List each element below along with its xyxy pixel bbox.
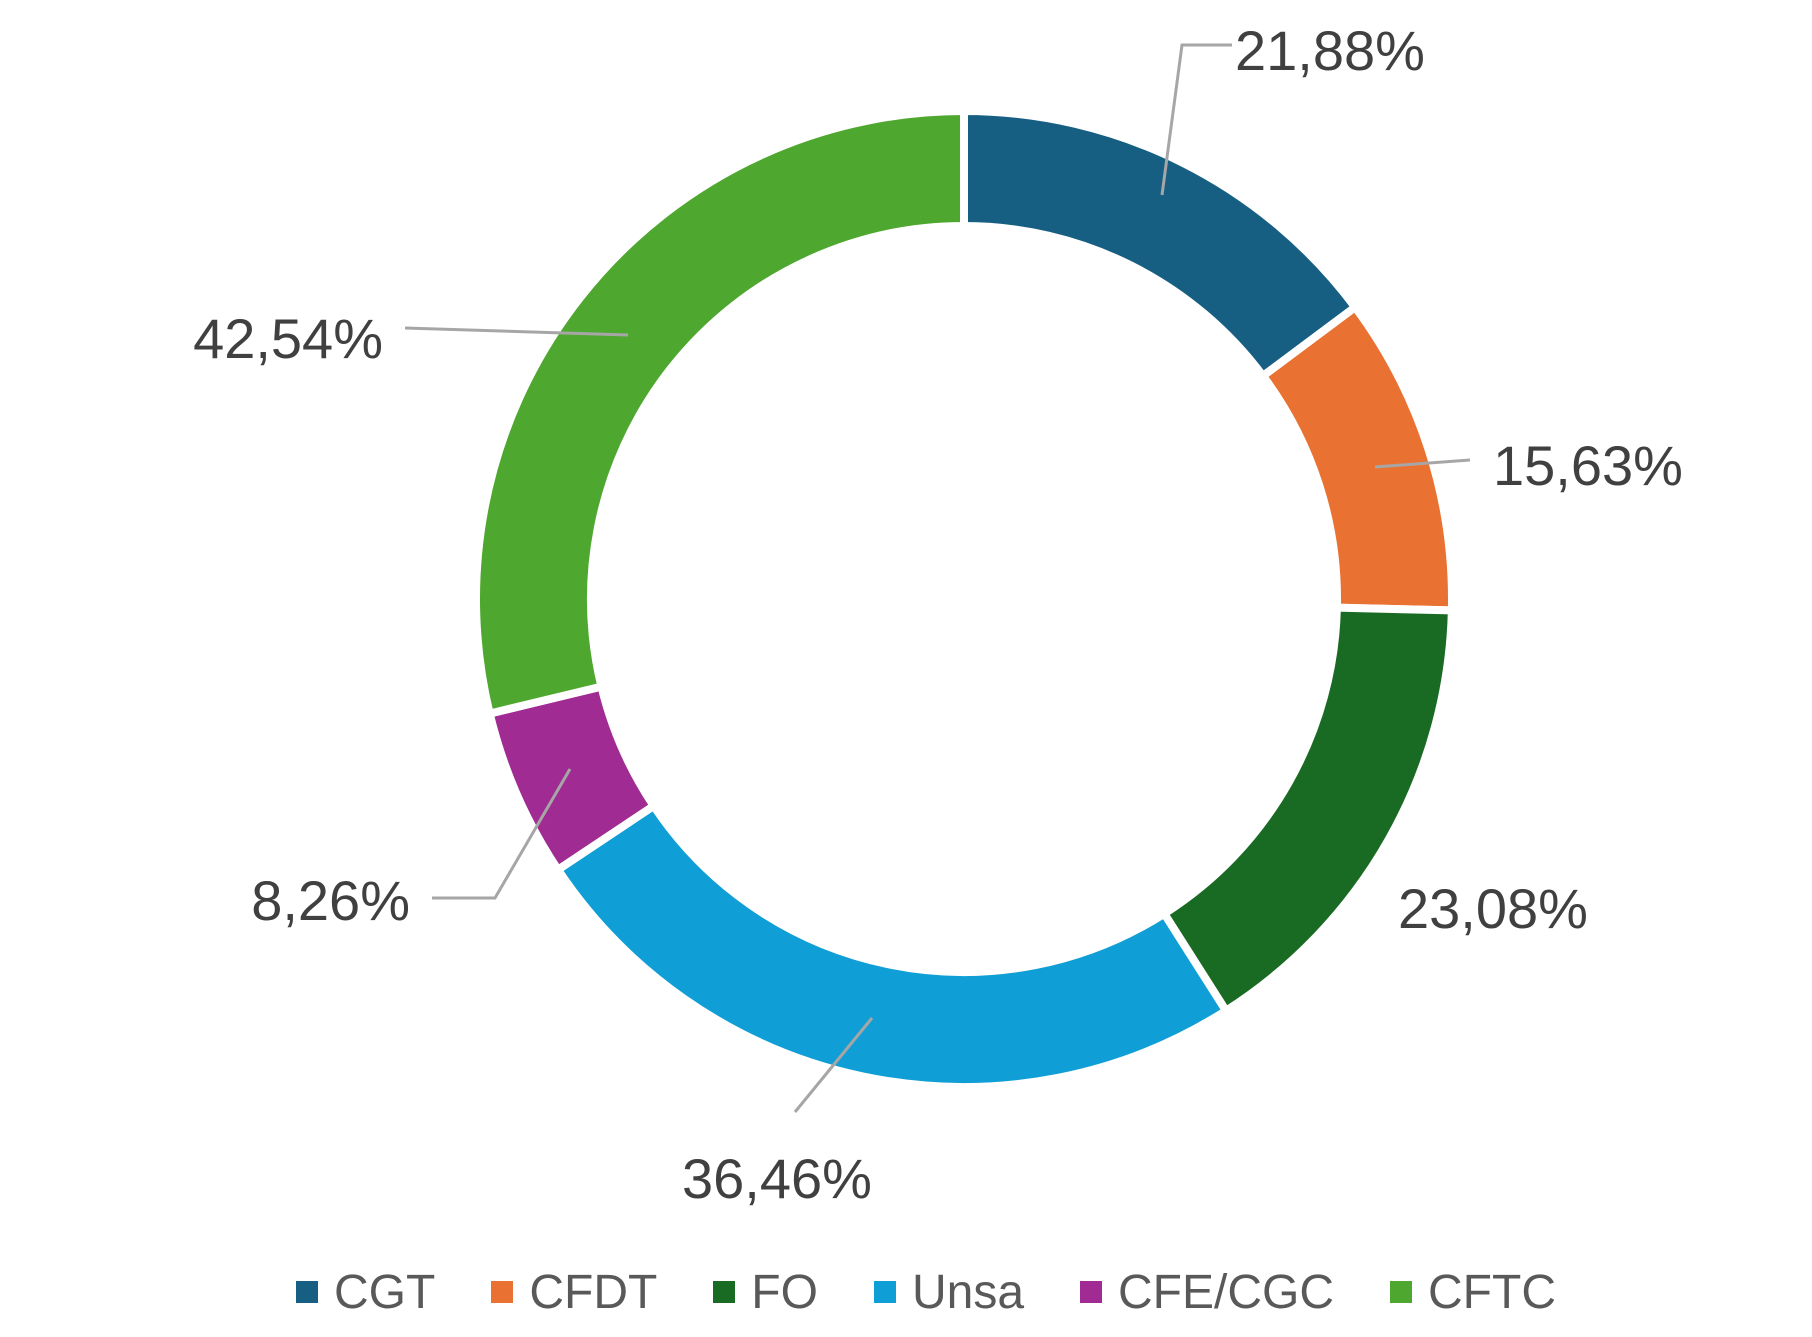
chart-legend: CGT CFDT FO Unsa CFE/CGC CFTC (0, 1262, 1812, 1322)
slice-unsa (552, 800, 1232, 1091)
data-label-cfdt: 15,63% (1493, 434, 1683, 497)
leader-line-cfe-cgc (432, 768, 572, 900)
legend-item-unsa: Unsa (873, 1265, 1025, 1320)
donut-slices (472, 106, 1456, 1091)
legend-label: FO (751, 1265, 818, 1319)
slice-cftc (472, 106, 968, 719)
legend-swatch (1390, 1281, 1413, 1303)
leader-line-cftc (404, 326, 629, 337)
slice-fo (1158, 603, 1456, 1017)
leader-lines (404, 43, 1471, 1113)
legend-swatch (1080, 1281, 1103, 1303)
leader-line-cfdt (1374, 458, 1471, 469)
leader-line-unsa (793, 1017, 874, 1113)
slice-cgt (960, 106, 1361, 382)
legend-swatch (713, 1281, 736, 1303)
legend-item-cftc: CFTC (1390, 1265, 1556, 1320)
legend-swatch (491, 1281, 514, 1303)
data-label-unsa: 36,46% (682, 1147, 872, 1210)
leader-line-cgt (1160, 43, 1232, 196)
legend-swatch (296, 1281, 318, 1303)
legend-label: CFE/CGC (1118, 1265, 1335, 1319)
data-label-fo: 23,08% (1398, 877, 1588, 940)
legend-label: CFDT (529, 1265, 658, 1319)
legend-item-cgt: CGT (296, 1265, 435, 1320)
data-label-cgt: 21,88% (1235, 19, 1425, 82)
data-labels: 21,88% 15,63% 23,08% 36,46% 8,26% 42,54% (193, 19, 1683, 1210)
data-label-cftc: 42,54% (193, 307, 383, 370)
legend-label: CGT (334, 1265, 436, 1319)
legend-item-cfdt: CFDT (491, 1265, 657, 1320)
data-label-cfe-cgc: 8,26% (251, 869, 410, 932)
legend-item-cfe-cgc: CFE/CGC (1080, 1265, 1334, 1320)
slice-cfdt (1257, 301, 1456, 615)
legend-swatch (873, 1281, 896, 1303)
legend-item-fo: FO (713, 1265, 818, 1320)
legend-label: CFTC (1428, 1265, 1556, 1319)
legend-label: Unsa (911, 1265, 1025, 1319)
